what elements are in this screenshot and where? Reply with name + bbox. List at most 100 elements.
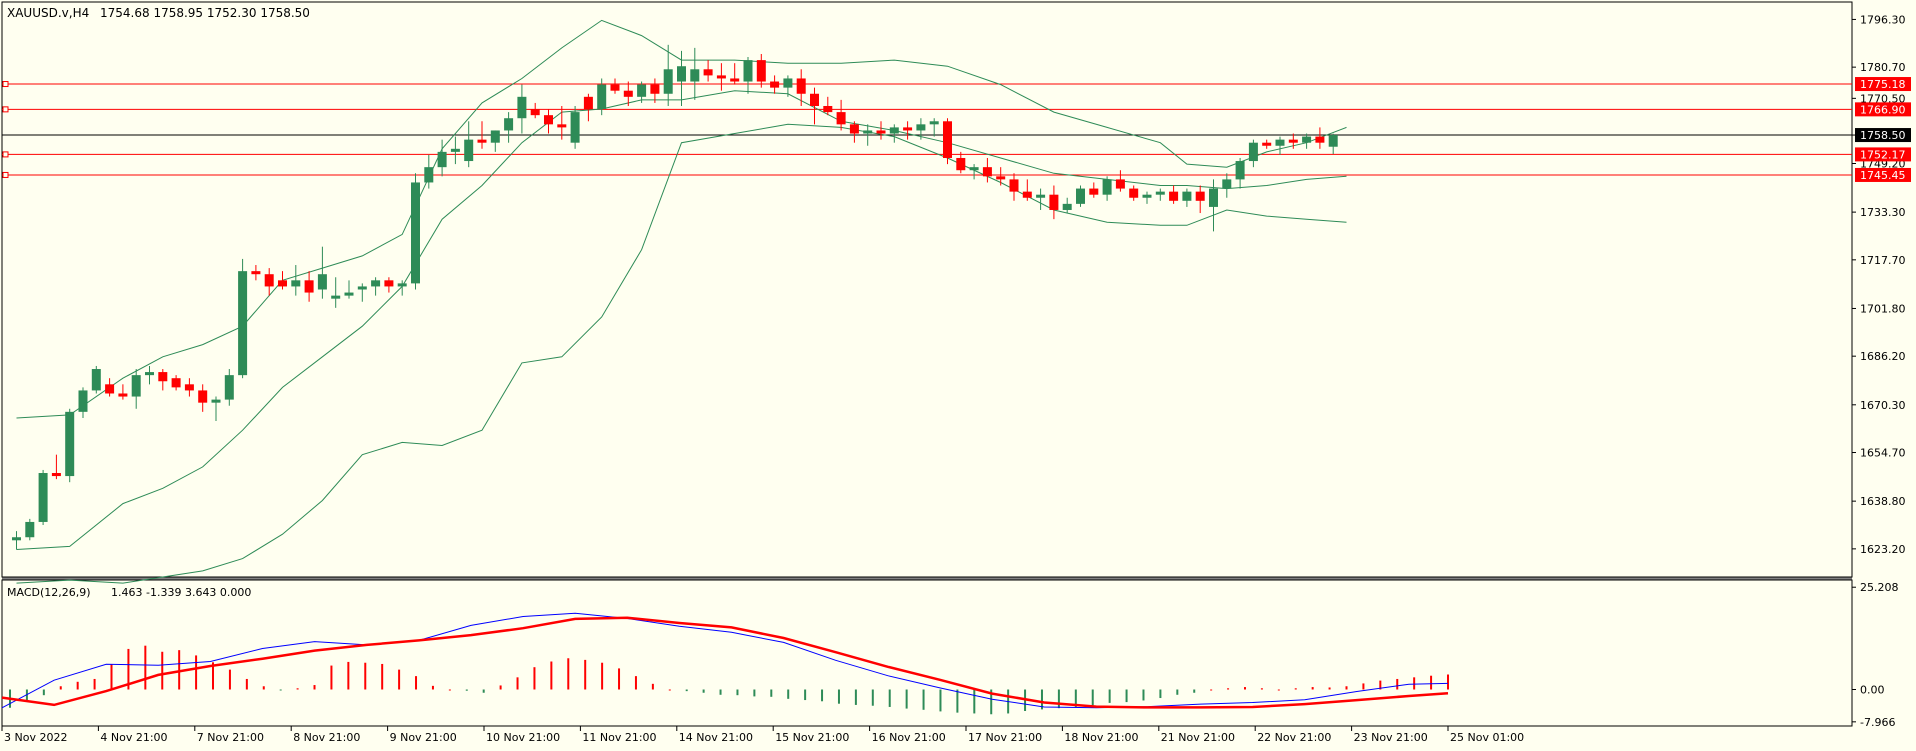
candle[interactable] bbox=[982, 157, 992, 183]
candle[interactable] bbox=[663, 44, 673, 106]
candle[interactable] bbox=[956, 151, 966, 174]
candle[interactable] bbox=[1262, 139, 1272, 149]
candle[interactable] bbox=[437, 139, 447, 177]
candle[interactable] bbox=[557, 105, 567, 140]
candle[interactable] bbox=[903, 121, 913, 140]
candle[interactable] bbox=[530, 102, 540, 119]
candle[interactable] bbox=[91, 365, 101, 394]
candle[interactable] bbox=[171, 375, 181, 391]
candle[interactable] bbox=[450, 136, 460, 165]
candle[interactable] bbox=[650, 78, 660, 103]
candle[interactable] bbox=[78, 387, 88, 418]
candle[interactable] bbox=[1209, 179, 1218, 232]
level-anchor-handle[interactable] bbox=[2, 151, 9, 158]
candle[interactable] bbox=[1089, 182, 1099, 198]
candle[interactable] bbox=[1288, 133, 1298, 149]
candle[interactable] bbox=[504, 112, 514, 143]
candle[interactable] bbox=[1195, 185, 1205, 214]
candle[interactable] bbox=[677, 50, 686, 106]
candle[interactable] bbox=[184, 378, 194, 397]
candle[interactable] bbox=[51, 454, 61, 480]
candle[interactable] bbox=[836, 99, 846, 131]
candle[interactable] bbox=[929, 118, 939, 137]
candle[interactable] bbox=[943, 118, 952, 165]
level-anchor-handle[interactable] bbox=[2, 106, 9, 113]
candle[interactable] bbox=[1275, 136, 1285, 155]
candle[interactable] bbox=[610, 78, 620, 94]
candle[interactable] bbox=[65, 408, 75, 483]
candle[interactable] bbox=[317, 246, 327, 299]
candle[interactable] bbox=[916, 118, 926, 140]
candle[interactable] bbox=[331, 277, 341, 308]
candle[interactable] bbox=[384, 277, 394, 293]
candle[interactable] bbox=[996, 167, 1006, 186]
candle[interactable] bbox=[12, 531, 21, 550]
candle[interactable] bbox=[105, 378, 115, 397]
candle[interactable] bbox=[238, 258, 248, 379]
level-anchor-handle[interactable] bbox=[2, 171, 9, 178]
candle[interactable] bbox=[477, 121, 487, 149]
candle[interactable] bbox=[1302, 133, 1312, 149]
candle[interactable] bbox=[278, 271, 287, 290]
candle[interactable] bbox=[783, 75, 793, 97]
candle[interactable] bbox=[876, 121, 886, 140]
candle[interactable] bbox=[304, 271, 314, 302]
candle[interactable] bbox=[756, 53, 766, 88]
level-anchor-handle[interactable] bbox=[2, 81, 9, 88]
candle[interactable] bbox=[703, 60, 713, 82]
candle[interactable] bbox=[889, 124, 899, 143]
candle[interactable] bbox=[716, 63, 726, 91]
candle[interactable] bbox=[1115, 170, 1125, 192]
candle[interactable] bbox=[1142, 191, 1152, 204]
candle[interactable] bbox=[1022, 179, 1032, 201]
candle[interactable] bbox=[424, 154, 434, 189]
candle[interactable] bbox=[224, 369, 234, 406]
candle[interactable] bbox=[1155, 188, 1165, 201]
candle[interactable] bbox=[583, 93, 593, 122]
candle[interactable] bbox=[371, 277, 381, 296]
candle[interactable] bbox=[211, 396, 221, 422]
candle[interactable] bbox=[145, 365, 154, 385]
candle[interactable] bbox=[490, 130, 500, 152]
candle[interactable] bbox=[131, 369, 141, 409]
candle[interactable] bbox=[158, 369, 168, 391]
candle[interactable] bbox=[1182, 188, 1192, 207]
candle[interactable] bbox=[118, 384, 128, 400]
candle[interactable] bbox=[1036, 188, 1046, 210]
candle[interactable] bbox=[730, 63, 740, 85]
candle[interactable] bbox=[517, 84, 527, 134]
candle[interactable] bbox=[291, 265, 301, 296]
candle[interactable] bbox=[1328, 133, 1338, 155]
candle[interactable] bbox=[796, 69, 806, 106]
candle[interactable] bbox=[810, 87, 819, 125]
candle[interactable] bbox=[1315, 127, 1325, 149]
candle[interactable] bbox=[1169, 185, 1179, 204]
candle[interactable] bbox=[1009, 173, 1019, 201]
candle[interactable] bbox=[38, 469, 48, 526]
candle[interactable] bbox=[743, 57, 753, 94]
candle[interactable] bbox=[1062, 197, 1072, 214]
candle[interactable] bbox=[823, 96, 833, 116]
candle[interactable] bbox=[357, 283, 367, 302]
candle[interactable] bbox=[849, 121, 859, 143]
candle[interactable] bbox=[544, 109, 553, 134]
candle[interactable] bbox=[411, 173, 420, 290]
candle[interactable] bbox=[344, 280, 354, 299]
candle[interactable] bbox=[1129, 185, 1139, 201]
candle[interactable] bbox=[264, 268, 274, 296]
candle[interactable] bbox=[1102, 176, 1112, 201]
candle[interactable] bbox=[1222, 173, 1232, 198]
candle[interactable] bbox=[597, 78, 607, 116]
candle[interactable] bbox=[397, 280, 407, 296]
candle[interactable] bbox=[1235, 157, 1245, 189]
candle[interactable] bbox=[770, 75, 780, 94]
candle[interactable] bbox=[623, 81, 633, 106]
candle[interactable] bbox=[690, 47, 700, 100]
candle[interactable] bbox=[25, 518, 35, 541]
candle[interactable] bbox=[863, 124, 873, 146]
candle[interactable] bbox=[570, 105, 580, 149]
candle[interactable] bbox=[1049, 185, 1059, 220]
candle[interactable] bbox=[251, 265, 261, 281]
